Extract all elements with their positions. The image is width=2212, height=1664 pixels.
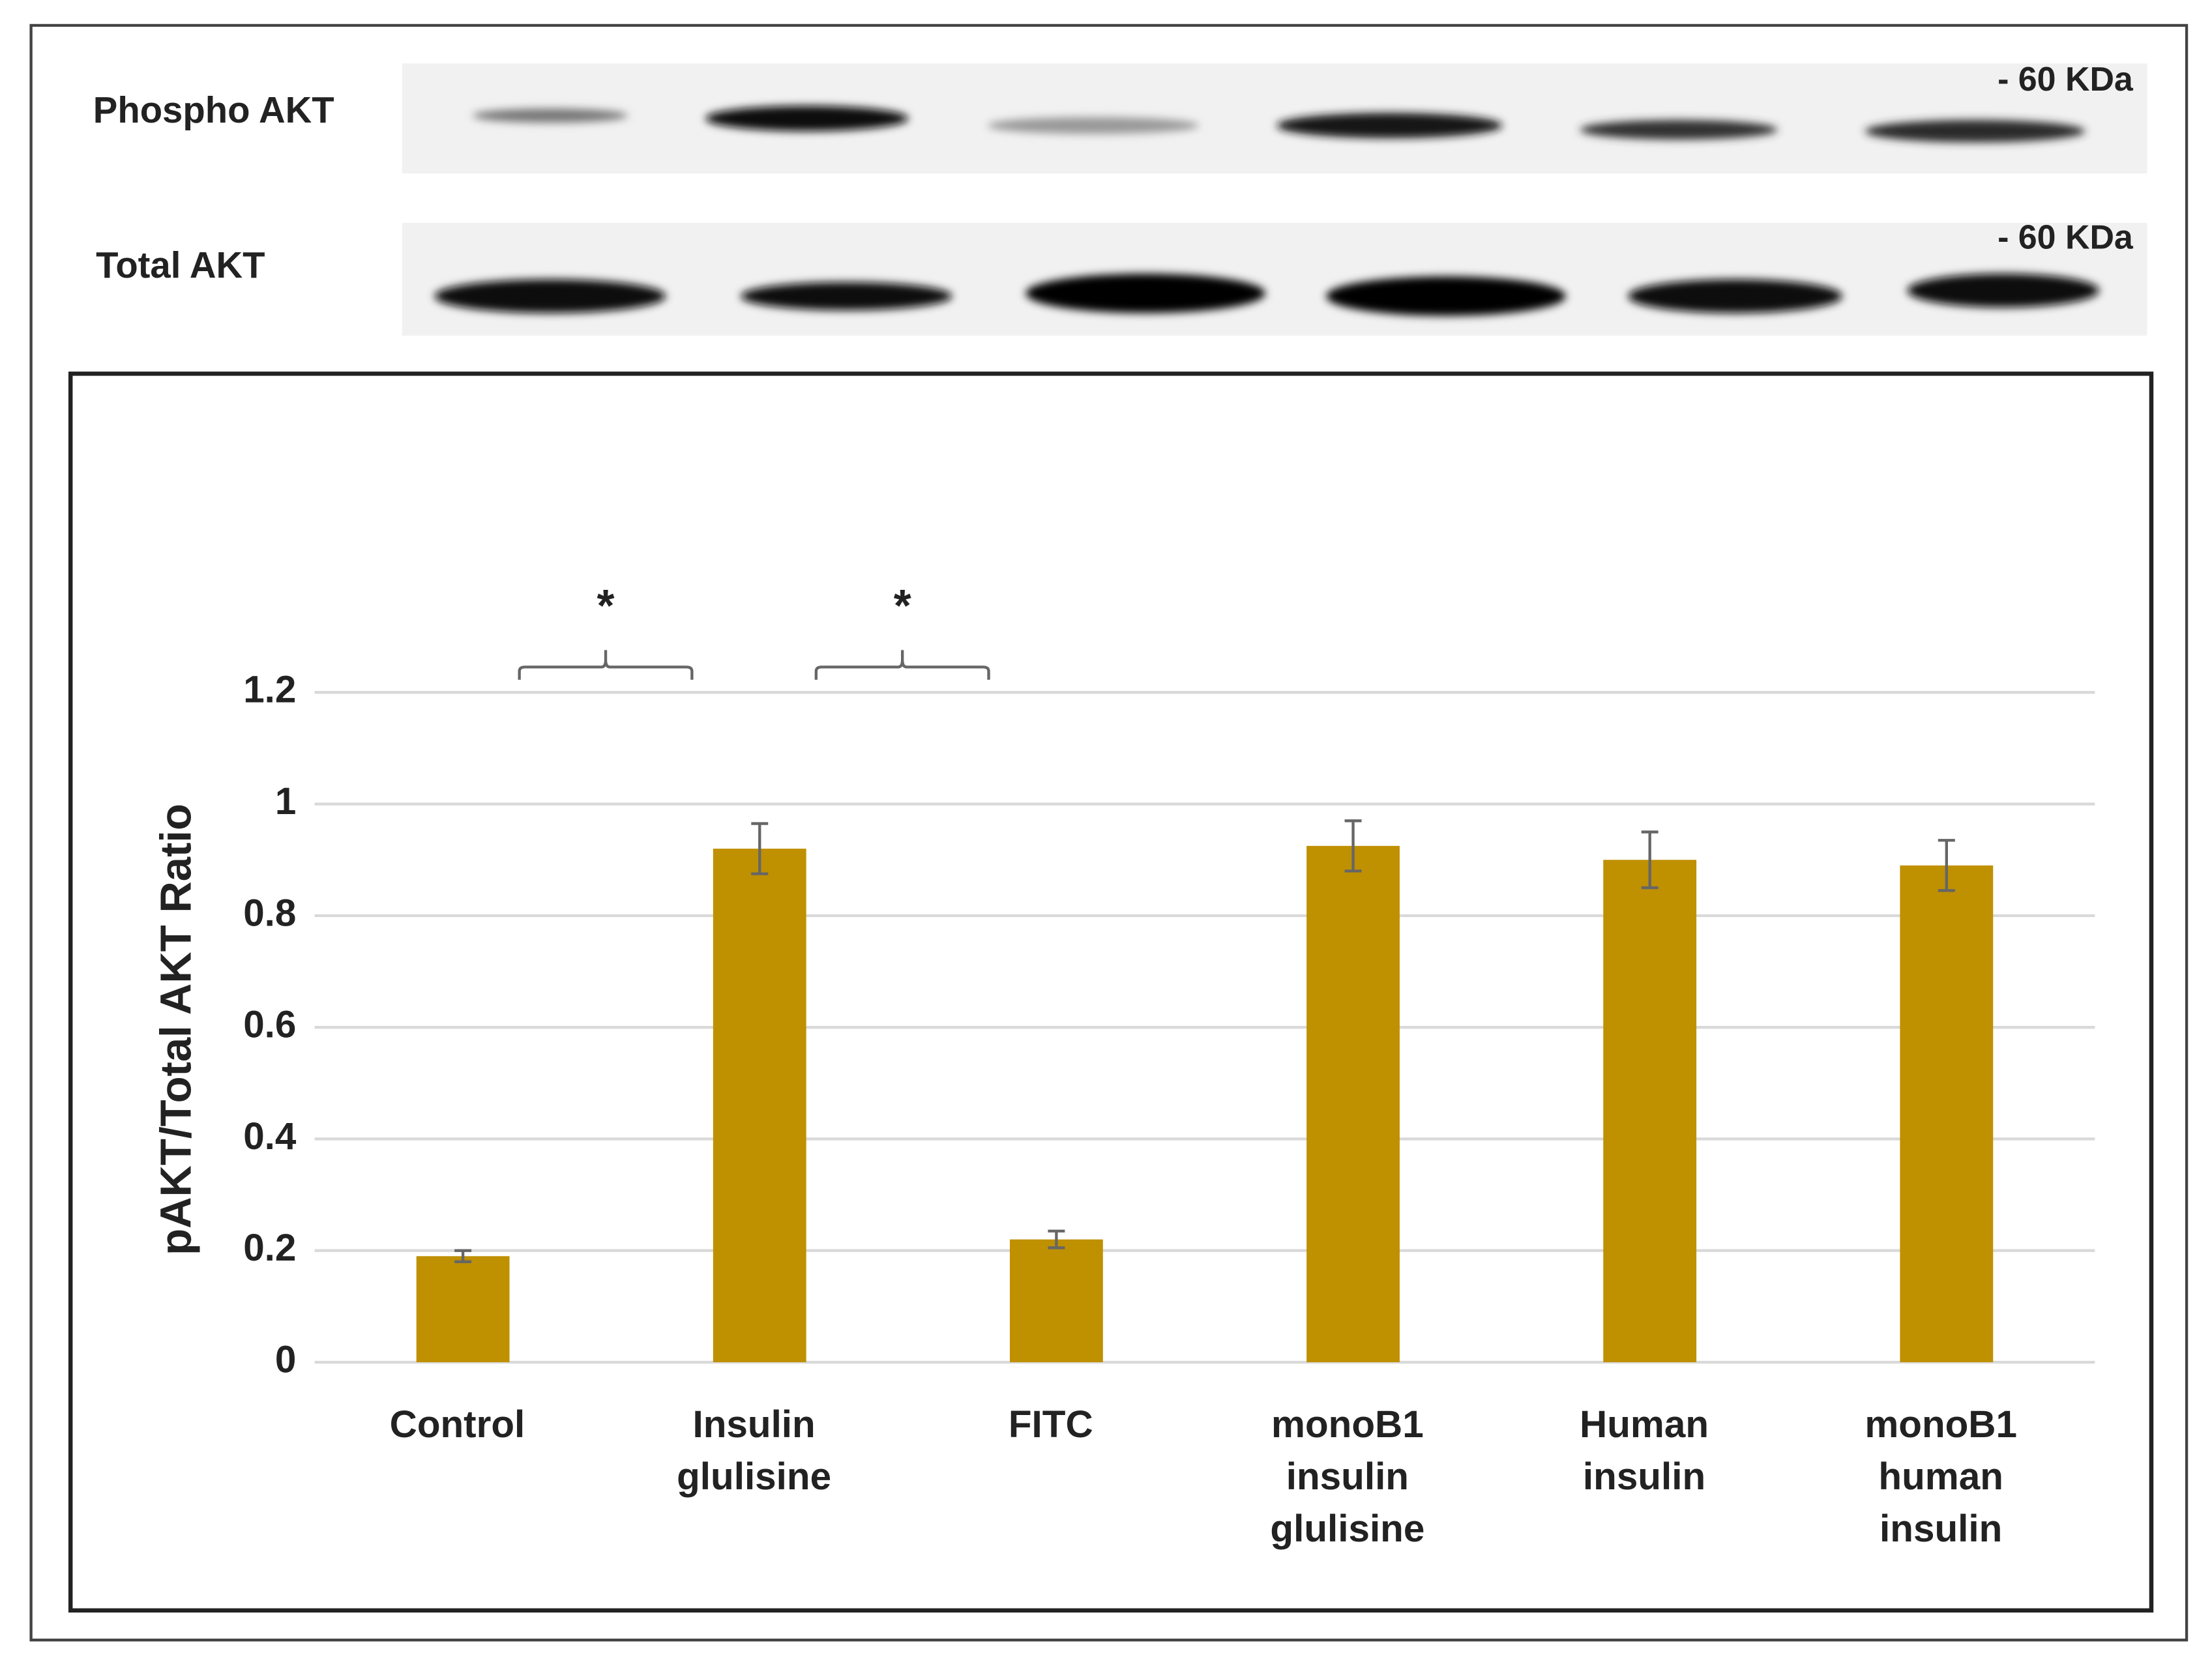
y-tick-label: 0 [275, 1338, 296, 1380]
error-bar [751, 822, 769, 875]
band [1628, 279, 1843, 314]
band [705, 106, 909, 132]
band [1276, 113, 1503, 139]
annotation: * [894, 580, 911, 631]
bar [1306, 845, 1400, 1362]
x-tick-label: human [1878, 1455, 2003, 1498]
blot-strip [402, 63, 2147, 174]
y-axis-title: pAKT/Total AKT Ratio [152, 804, 201, 1255]
band [472, 108, 628, 123]
y-tick-label: 0.8 [243, 892, 296, 934]
annotation: * [597, 580, 615, 631]
bar [1009, 1239, 1103, 1362]
plot: 0 0.2 0.4 0.6 0.8 1 1.2 Control Insulin glulisine… [243, 580, 2095, 1550]
y-tick-label: 0.6 [243, 1004, 296, 1046]
y-tick-label: 0.4 [243, 1115, 297, 1158]
x-tick-label: glulisine [677, 1455, 831, 1498]
blot-bands [434, 106, 2099, 316]
x-tick-label: insulin [1286, 1455, 1409, 1498]
band [1025, 273, 1266, 314]
size-marker: - 60 KDa [1998, 61, 2134, 98]
band [1907, 273, 2099, 308]
blot-label: Total AKT [96, 244, 265, 285]
error-bar [1344, 819, 1362, 873]
chart-frame [68, 372, 2154, 1613]
bar [1603, 860, 1697, 1362]
blot-label: Phospho AKT [93, 89, 334, 130]
y-tick-label: 1.2 [243, 669, 296, 711]
y-tick-label: 1 [275, 780, 296, 823]
x-tick-label: monoB1 [1271, 1403, 1424, 1446]
bar [713, 849, 806, 1362]
band [434, 279, 666, 314]
size-marker: - 60 KDa [1998, 219, 2134, 257]
band [741, 282, 952, 310]
y-tick-label: 0.2 [243, 1227, 296, 1269]
band [987, 117, 1200, 134]
error-bar [454, 1249, 472, 1264]
band [1326, 276, 1566, 316]
error-bar [1938, 839, 1955, 892]
x-tick-label: insulin [1583, 1455, 1705, 1498]
x-tick-label: FITC [1009, 1403, 1093, 1446]
error-bar [1641, 830, 1659, 890]
bar [416, 1256, 510, 1362]
x-tick-label: glulisine [1270, 1508, 1424, 1550]
significance-bracket [814, 650, 990, 680]
blot-strip [402, 222, 2147, 336]
x-tick-label: Insulin [692, 1403, 815, 1446]
x-tick-label: insulin [1880, 1508, 2002, 1550]
x-tick-label: Control [390, 1403, 525, 1446]
bar [1900, 865, 1994, 1362]
band [1580, 119, 1778, 140]
error-bar [1048, 1229, 1065, 1249]
x-tick-label: Human [1580, 1403, 1709, 1446]
x-tick-label: monoB1 [1865, 1403, 2017, 1446]
significance-bracket [518, 650, 694, 680]
band [1865, 119, 2086, 143]
